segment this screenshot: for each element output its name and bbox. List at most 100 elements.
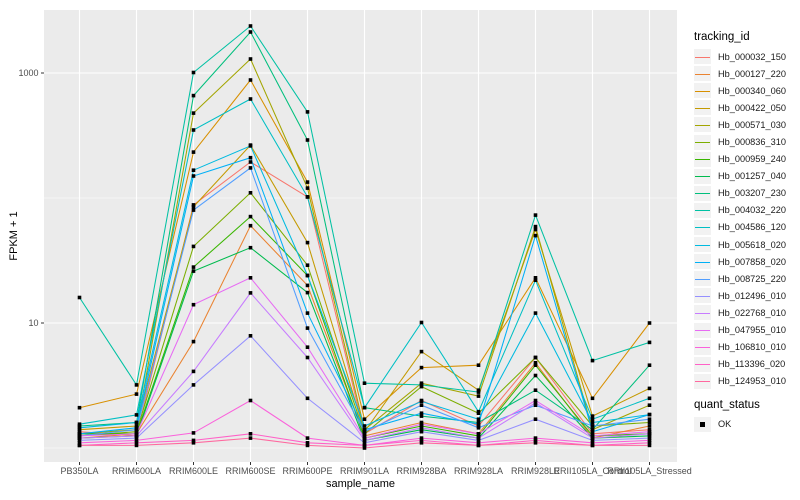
data-point — [362, 429, 367, 434]
x-tick-label: RRIM928LA — [454, 466, 503, 476]
legend-entry-Hb_012496_010: Hb_012496_010 — [694, 287, 798, 304]
legend-line-swatch — [695, 73, 710, 75]
data-point — [362, 424, 367, 428]
legend-label-Hb_000127_220: Hb_000127_220 — [718, 68, 786, 79]
legend-key-Hb_000836_310 — [694, 134, 711, 150]
data-point — [77, 434, 82, 438]
data-point — [191, 302, 196, 307]
data-point — [134, 413, 139, 417]
data-point — [191, 438, 196, 443]
data-point — [647, 386, 652, 391]
legend-line-swatch — [695, 193, 710, 195]
data-point — [647, 434, 652, 438]
x-tick-label: RRIM928BA — [396, 466, 446, 476]
data-point — [191, 369, 196, 374]
legend-label-Hb_003207_230: Hb_003207_230 — [718, 188, 786, 199]
data-point — [305, 311, 310, 315]
legend-line-swatch — [695, 278, 710, 280]
data-point — [590, 441, 595, 445]
data-point — [134, 426, 139, 430]
data-point — [77, 429, 82, 434]
data-point — [419, 399, 424, 404]
x-tick-label: RRII105LA_Stressed — [607, 466, 692, 476]
y-tick-label: 1000 — [18, 68, 38, 78]
legend-title-quant-status: quant_status — [694, 398, 760, 411]
data-point — [476, 443, 481, 448]
data-point — [647, 412, 652, 417]
y-tick-label: 10 — [28, 318, 38, 328]
ok-square-icon — [700, 422, 705, 427]
data-point — [134, 392, 139, 396]
data-point — [476, 390, 481, 394]
legend-line-swatch — [695, 90, 710, 92]
data-point — [305, 283, 310, 288]
data-point — [647, 340, 652, 345]
data-point — [476, 409, 481, 414]
y-axis-title: FPKM + 1 — [8, 211, 20, 261]
legend-entries: Hb_000032_150 Hb_000127_220 Hb_000340_060 H… — [694, 48, 798, 390]
legend-entry-ok: OK — [694, 416, 798, 433]
data-point — [590, 396, 595, 401]
data-point — [248, 245, 253, 250]
x-tick-label: PB350LA — [60, 466, 98, 476]
data-point — [305, 195, 310, 199]
data-point — [305, 345, 310, 349]
data-point — [248, 291, 253, 295]
data-point — [476, 441, 481, 445]
legend-line-swatch — [695, 364, 710, 366]
x-tick-label: RRII105LA_Control — [553, 466, 631, 476]
data-point — [590, 429, 595, 434]
legend-label-Hb_000032_150: Hb_000032_150 — [718, 51, 786, 62]
data-point — [362, 436, 367, 440]
data-point — [134, 436, 139, 440]
data-point — [647, 436, 652, 440]
legend-label-Hb_008725_220: Hb_008725_220 — [718, 273, 786, 284]
data-point — [590, 432, 595, 436]
data-point — [248, 144, 253, 148]
data-point — [248, 436, 253, 440]
data-point — [191, 208, 196, 212]
data-point — [419, 414, 424, 418]
ok-point-key — [694, 416, 711, 432]
data-point — [191, 431, 196, 435]
legend-line-swatch — [695, 227, 710, 229]
data-point — [134, 420, 139, 425]
data-point — [419, 422, 424, 426]
data-point — [248, 155, 253, 160]
legend-label-Hb_106810_010: Hb_106810_010 — [718, 342, 786, 353]
legend-key-Hb_007858_020 — [694, 254, 711, 270]
data-point — [362, 427, 367, 432]
legend-line-swatch — [695, 124, 710, 126]
x-tick-label: RRIM600PE — [282, 466, 332, 476]
legend-line-swatch — [695, 142, 710, 144]
data-point — [533, 417, 538, 421]
data-point — [590, 443, 595, 448]
data-point — [647, 417, 652, 421]
data-point — [590, 427, 595, 432]
data-point — [248, 97, 253, 101]
data-point — [134, 434, 139, 438]
legend-entry-Hb_000340_060: Hb_000340_060 — [694, 82, 798, 99]
legend-label-Hb_000571_030: Hb_000571_030 — [718, 119, 786, 130]
legend-line-swatch — [695, 210, 710, 212]
legend-label-Hb_007858_020: Hb_007858_020 — [718, 256, 786, 267]
data-point — [647, 403, 652, 407]
data-point — [77, 426, 82, 430]
data-point — [248, 432, 253, 436]
x-axis-title: sample_name — [325, 478, 396, 490]
data-point — [533, 398, 538, 403]
data-point — [191, 339, 196, 344]
data-point — [362, 432, 367, 436]
data-point — [419, 429, 424, 434]
data-point — [305, 110, 310, 114]
data-point — [419, 383, 424, 387]
data-point — [305, 355, 310, 360]
legend-entry-Hb_003207_230: Hb_003207_230 — [694, 185, 798, 202]
data-point — [305, 396, 310, 401]
legend-entry-Hb_000836_310: Hb_000836_310 — [694, 133, 798, 150]
data-point — [248, 160, 253, 164]
legend-key-Hb_124953_010 — [694, 373, 711, 389]
data-point — [647, 438, 652, 443]
data-point — [191, 150, 196, 154]
